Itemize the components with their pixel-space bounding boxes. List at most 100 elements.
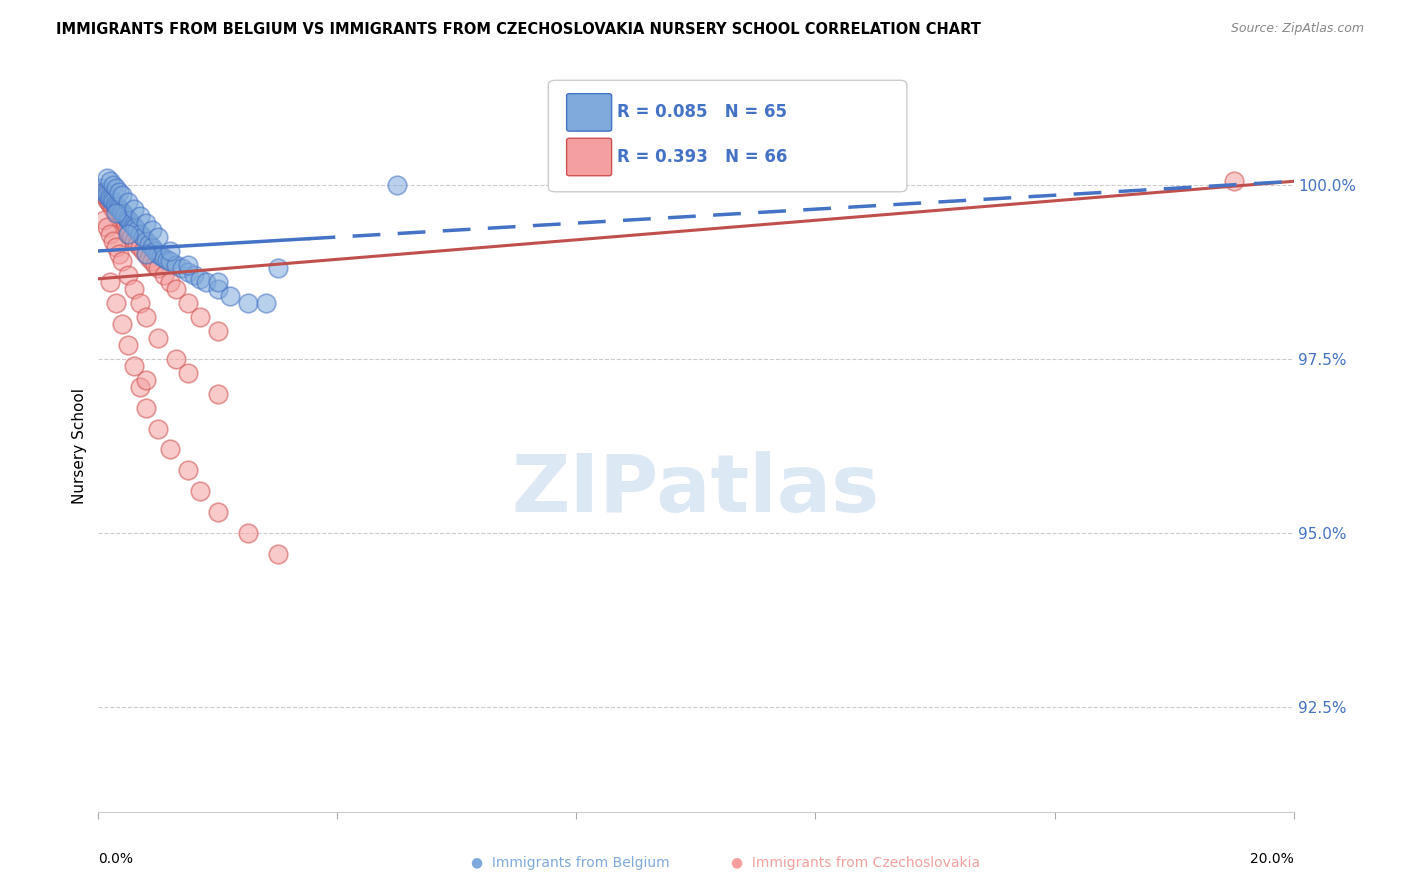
Point — [105, 296, 128, 310]
Point — [1223, 174, 1246, 188]
Point — [110, 214, 132, 228]
Point — [132, 244, 155, 258]
Point — [138, 237, 160, 252]
Point — [188, 484, 211, 499]
Point — [111, 188, 134, 202]
Point — [207, 324, 229, 338]
Point — [122, 218, 145, 232]
Point — [148, 230, 170, 244]
Point — [96, 188, 118, 202]
Point — [98, 174, 122, 188]
Point — [124, 202, 146, 216]
Point — [165, 282, 187, 296]
Point — [98, 275, 122, 289]
Point — [177, 296, 200, 310]
Point — [105, 207, 128, 221]
Point — [135, 310, 157, 325]
Point — [188, 272, 211, 286]
Point — [117, 268, 139, 283]
Point — [114, 221, 136, 235]
Point — [159, 275, 181, 289]
Point — [177, 463, 200, 477]
Point — [124, 359, 146, 373]
Point — [98, 192, 122, 206]
Point — [156, 252, 179, 267]
Point — [103, 234, 125, 248]
Point — [117, 227, 139, 241]
Point — [93, 212, 115, 227]
Point — [207, 275, 229, 289]
Point — [105, 199, 128, 213]
Point — [129, 209, 152, 223]
Point — [115, 211, 138, 226]
Point — [111, 317, 134, 331]
Point — [127, 223, 149, 237]
Point — [111, 205, 134, 219]
Point — [91, 186, 114, 201]
Point — [98, 190, 121, 204]
Point — [183, 268, 205, 283]
Point — [93, 188, 115, 202]
Point — [207, 282, 229, 296]
Point — [96, 193, 118, 207]
Point — [254, 296, 277, 310]
Point — [118, 214, 141, 228]
Point — [148, 331, 170, 345]
Point — [148, 261, 170, 276]
Point — [112, 207, 135, 221]
Point — [108, 247, 131, 261]
Text: 20.0%: 20.0% — [1250, 852, 1294, 866]
Point — [172, 261, 194, 276]
Point — [108, 202, 131, 216]
Point — [135, 373, 157, 387]
Point — [103, 202, 125, 216]
Point — [159, 442, 181, 457]
Point — [129, 227, 152, 241]
Point — [153, 251, 176, 265]
Point — [195, 275, 218, 289]
Point — [115, 223, 138, 237]
Point — [108, 185, 131, 199]
Point — [177, 265, 200, 279]
Point — [120, 230, 142, 244]
Point — [98, 195, 121, 210]
Point — [117, 195, 139, 210]
Point — [127, 237, 149, 252]
Point — [90, 185, 112, 199]
Point — [385, 178, 409, 192]
Point — [105, 240, 128, 254]
Point — [104, 197, 127, 211]
Text: IMMIGRANTS FROM BELGIUM VS IMMIGRANTS FROM CZECHOSLOVAKIA NURSERY SCHOOL CORRELA: IMMIGRANTS FROM BELGIUM VS IMMIGRANTS FR… — [56, 22, 981, 37]
Point — [98, 227, 122, 241]
Point — [150, 249, 173, 263]
Point — [177, 258, 200, 272]
Point — [135, 216, 157, 230]
Point — [129, 240, 152, 254]
Point — [188, 310, 211, 325]
Point — [135, 247, 157, 261]
Point — [141, 254, 163, 268]
Point — [143, 258, 166, 272]
Point — [108, 211, 131, 226]
Point — [148, 247, 170, 261]
Point — [177, 366, 200, 380]
Point — [100, 193, 122, 207]
Point — [94, 190, 117, 204]
Point — [236, 526, 259, 541]
Text: R = 0.393   N = 66: R = 0.393 N = 66 — [617, 148, 787, 166]
Text: 0.0%: 0.0% — [98, 852, 134, 866]
Point — [124, 221, 146, 235]
Point — [105, 181, 128, 195]
Point — [98, 197, 122, 211]
Point — [111, 254, 134, 268]
Point — [100, 200, 122, 214]
Point — [141, 240, 163, 254]
Point — [124, 234, 146, 248]
Point — [219, 289, 242, 303]
Point — [114, 209, 136, 223]
Point — [120, 216, 142, 230]
Point — [93, 185, 115, 199]
Text: ZIPatlas: ZIPatlas — [512, 450, 880, 529]
Text: ●  Immigrants from Czechoslovakia: ● Immigrants from Czechoslovakia — [731, 856, 980, 870]
Point — [117, 227, 139, 241]
